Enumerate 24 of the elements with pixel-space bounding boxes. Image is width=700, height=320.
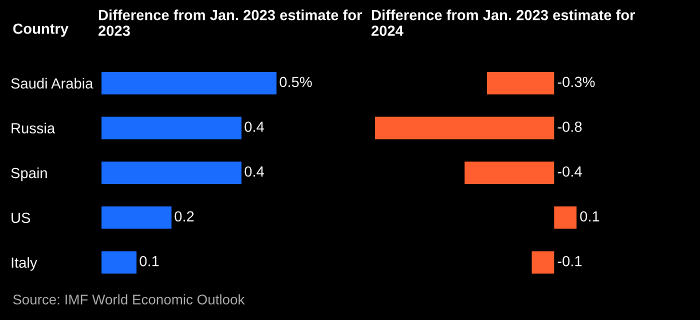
y-tick-label: Saudi Arabia (11, 78, 94, 89)
y-tick-label: Italy (12, 257, 38, 271)
bar (102, 162, 242, 184)
chart-title: Difference from Jan. 2023 estimate for 2023 (98, 10, 362, 36)
data-label: 0.1 (580, 211, 600, 222)
data-label: 0.1 (140, 256, 159, 266)
source-note: Source: IMF World Economic Outlook (13, 294, 245, 304)
bar (102, 251, 136, 274)
y-tick-label: Spain (11, 168, 47, 182)
y-tick-label: Russia (12, 122, 56, 134)
chart-title: Difference from Jan. 2023 estimate for 2024 (372, 10, 636, 36)
y-axis-title: Country (13, 24, 68, 37)
y-tick-label: US (12, 212, 30, 224)
data-label: 0.4 (244, 166, 264, 177)
data-label: 0.5% (280, 76, 312, 88)
bar (102, 206, 172, 229)
bar (102, 116, 242, 140)
data-label: 0.4 (244, 122, 264, 132)
data-label: -0.1 (558, 256, 582, 266)
data-label: -0.4 (558, 166, 582, 177)
bar (102, 72, 276, 94)
data-label: -0.8 (558, 122, 582, 132)
data-label: -0.3% (558, 76, 595, 88)
data-label: 0.2 (174, 211, 194, 222)
